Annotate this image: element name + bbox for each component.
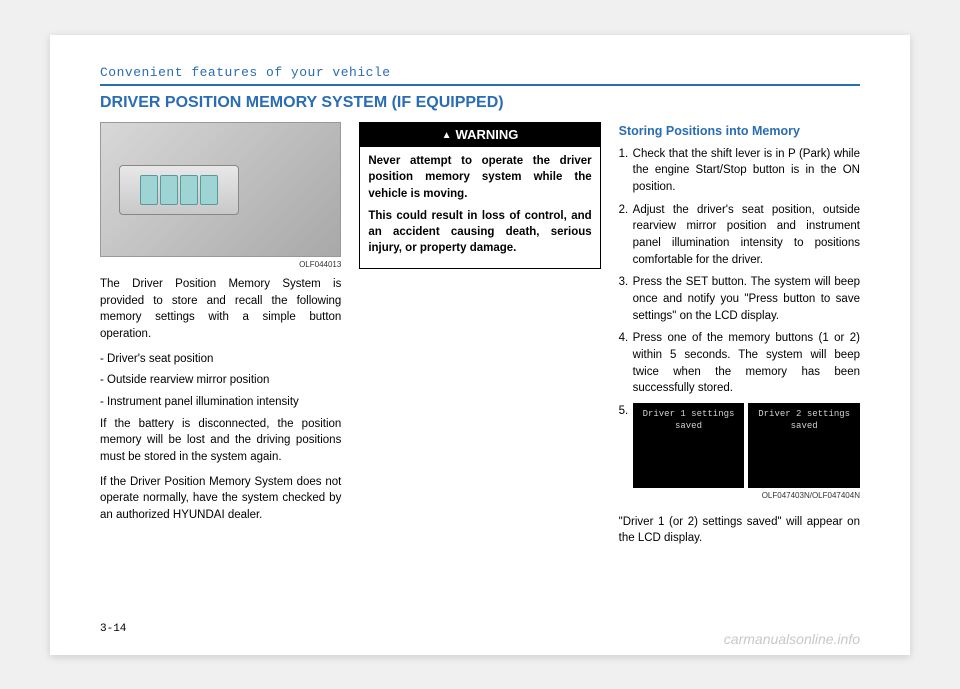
warning-box: WARNING Never attempt to operate the dri… [359, 122, 600, 269]
warning-header: WARNING [360, 123, 599, 148]
memory-button [180, 175, 198, 205]
warning-body: Never attempt to operate the driver posi… [360, 147, 599, 268]
lcd-screen-2: Driver 2 settings saved [748, 403, 860, 488]
main-title: DRIVER POSITION MEMORY SYSTEM (IF EQUIPP… [100, 94, 860, 112]
closing-paragraph: "Driver 1 (or 2) settings saved" will ap… [619, 514, 860, 547]
step-number: 5. [619, 403, 633, 508]
step-item: 1. Check that the shift lever is in P (P… [619, 146, 860, 196]
bullet-item: - Instrument panel illumination intensit… [100, 394, 341, 411]
column-3: Storing Positions into Memory 1. Check t… [619, 122, 860, 555]
lcd-line: saved [791, 421, 818, 431]
step-item: 4. Press one of the memory buttons (1 or… [619, 330, 860, 397]
door-button-panel [119, 165, 239, 215]
step-number: 1. [619, 146, 633, 196]
seat-memory-photo [100, 122, 341, 257]
content-columns: OLF044013 The Driver Position Memory Sys… [100, 122, 860, 555]
column-2: WARNING Never attempt to operate the dri… [359, 122, 600, 555]
step-number: 4. [619, 330, 633, 397]
step-text: Press the SET button. The system will be… [633, 274, 860, 324]
step-item: 3. Press the SET button. The system will… [619, 274, 860, 324]
image-caption: OLF044013 [100, 259, 341, 271]
memory-button [160, 175, 178, 205]
intro-paragraph: The Driver Position Memory System is pro… [100, 276, 341, 343]
step-number: 3. [619, 274, 633, 324]
column-1: OLF044013 The Driver Position Memory Sys… [100, 122, 341, 555]
page-number: 3-14 [100, 623, 126, 635]
title-text: DRIVER POSITION MEMORY SYSTEM (IF EQUIPP… [100, 94, 504, 111]
lcd-line: saved [675, 421, 702, 431]
lcd-text: Driver 1 settings saved [633, 409, 745, 432]
memory-button [200, 175, 218, 205]
footer-watermark: carmanualsonline.info [724, 631, 860, 647]
battery-note: If the battery is disconnected, the posi… [100, 416, 341, 466]
warning-text-1: Never attempt to operate the driver posi… [368, 153, 591, 201]
step-item: 5. Driver 1 settings saved Driver 2 sett… [619, 403, 860, 508]
lcd-screen-1: Driver 1 settings saved [633, 403, 745, 488]
lcd-line: Driver 2 settings [758, 409, 850, 419]
step-text: Adjust the driver's seat position, outsi… [633, 202, 860, 269]
header-divider [100, 84, 860, 86]
step-text: Check that the shift lever is in P (Park… [633, 146, 860, 196]
lcd-text: Driver 2 settings saved [748, 409, 860, 432]
step-number: 2. [619, 202, 633, 269]
step-item: 2. Adjust the driver's seat position, ou… [619, 202, 860, 269]
lcd-display-row: Driver 1 settings saved Driver 2 setting… [633, 403, 860, 488]
storing-positions-title: Storing Positions into Memory [619, 122, 860, 140]
warning-text-2: This could result in loss of control, an… [368, 208, 591, 256]
bullet-item: - Outside rearview mirror position [100, 372, 341, 389]
bullet-item: - Driver's seat position [100, 351, 341, 368]
lcd-line: Driver 1 settings [643, 409, 735, 419]
memory-button [140, 175, 158, 205]
lcd-caption: OLF047403N/OLF047404N [633, 490, 860, 502]
header-section-label: Convenient features of your vehicle [100, 65, 860, 80]
step-lcd-group: Driver 1 settings saved Driver 2 setting… [633, 403, 860, 508]
step-text: Press one of the memory buttons (1 or 2)… [633, 330, 860, 397]
manual-page: Convenient features of your vehicle DRIV… [50, 35, 910, 655]
dealer-note: If the Driver Position Memory System doe… [100, 474, 341, 524]
